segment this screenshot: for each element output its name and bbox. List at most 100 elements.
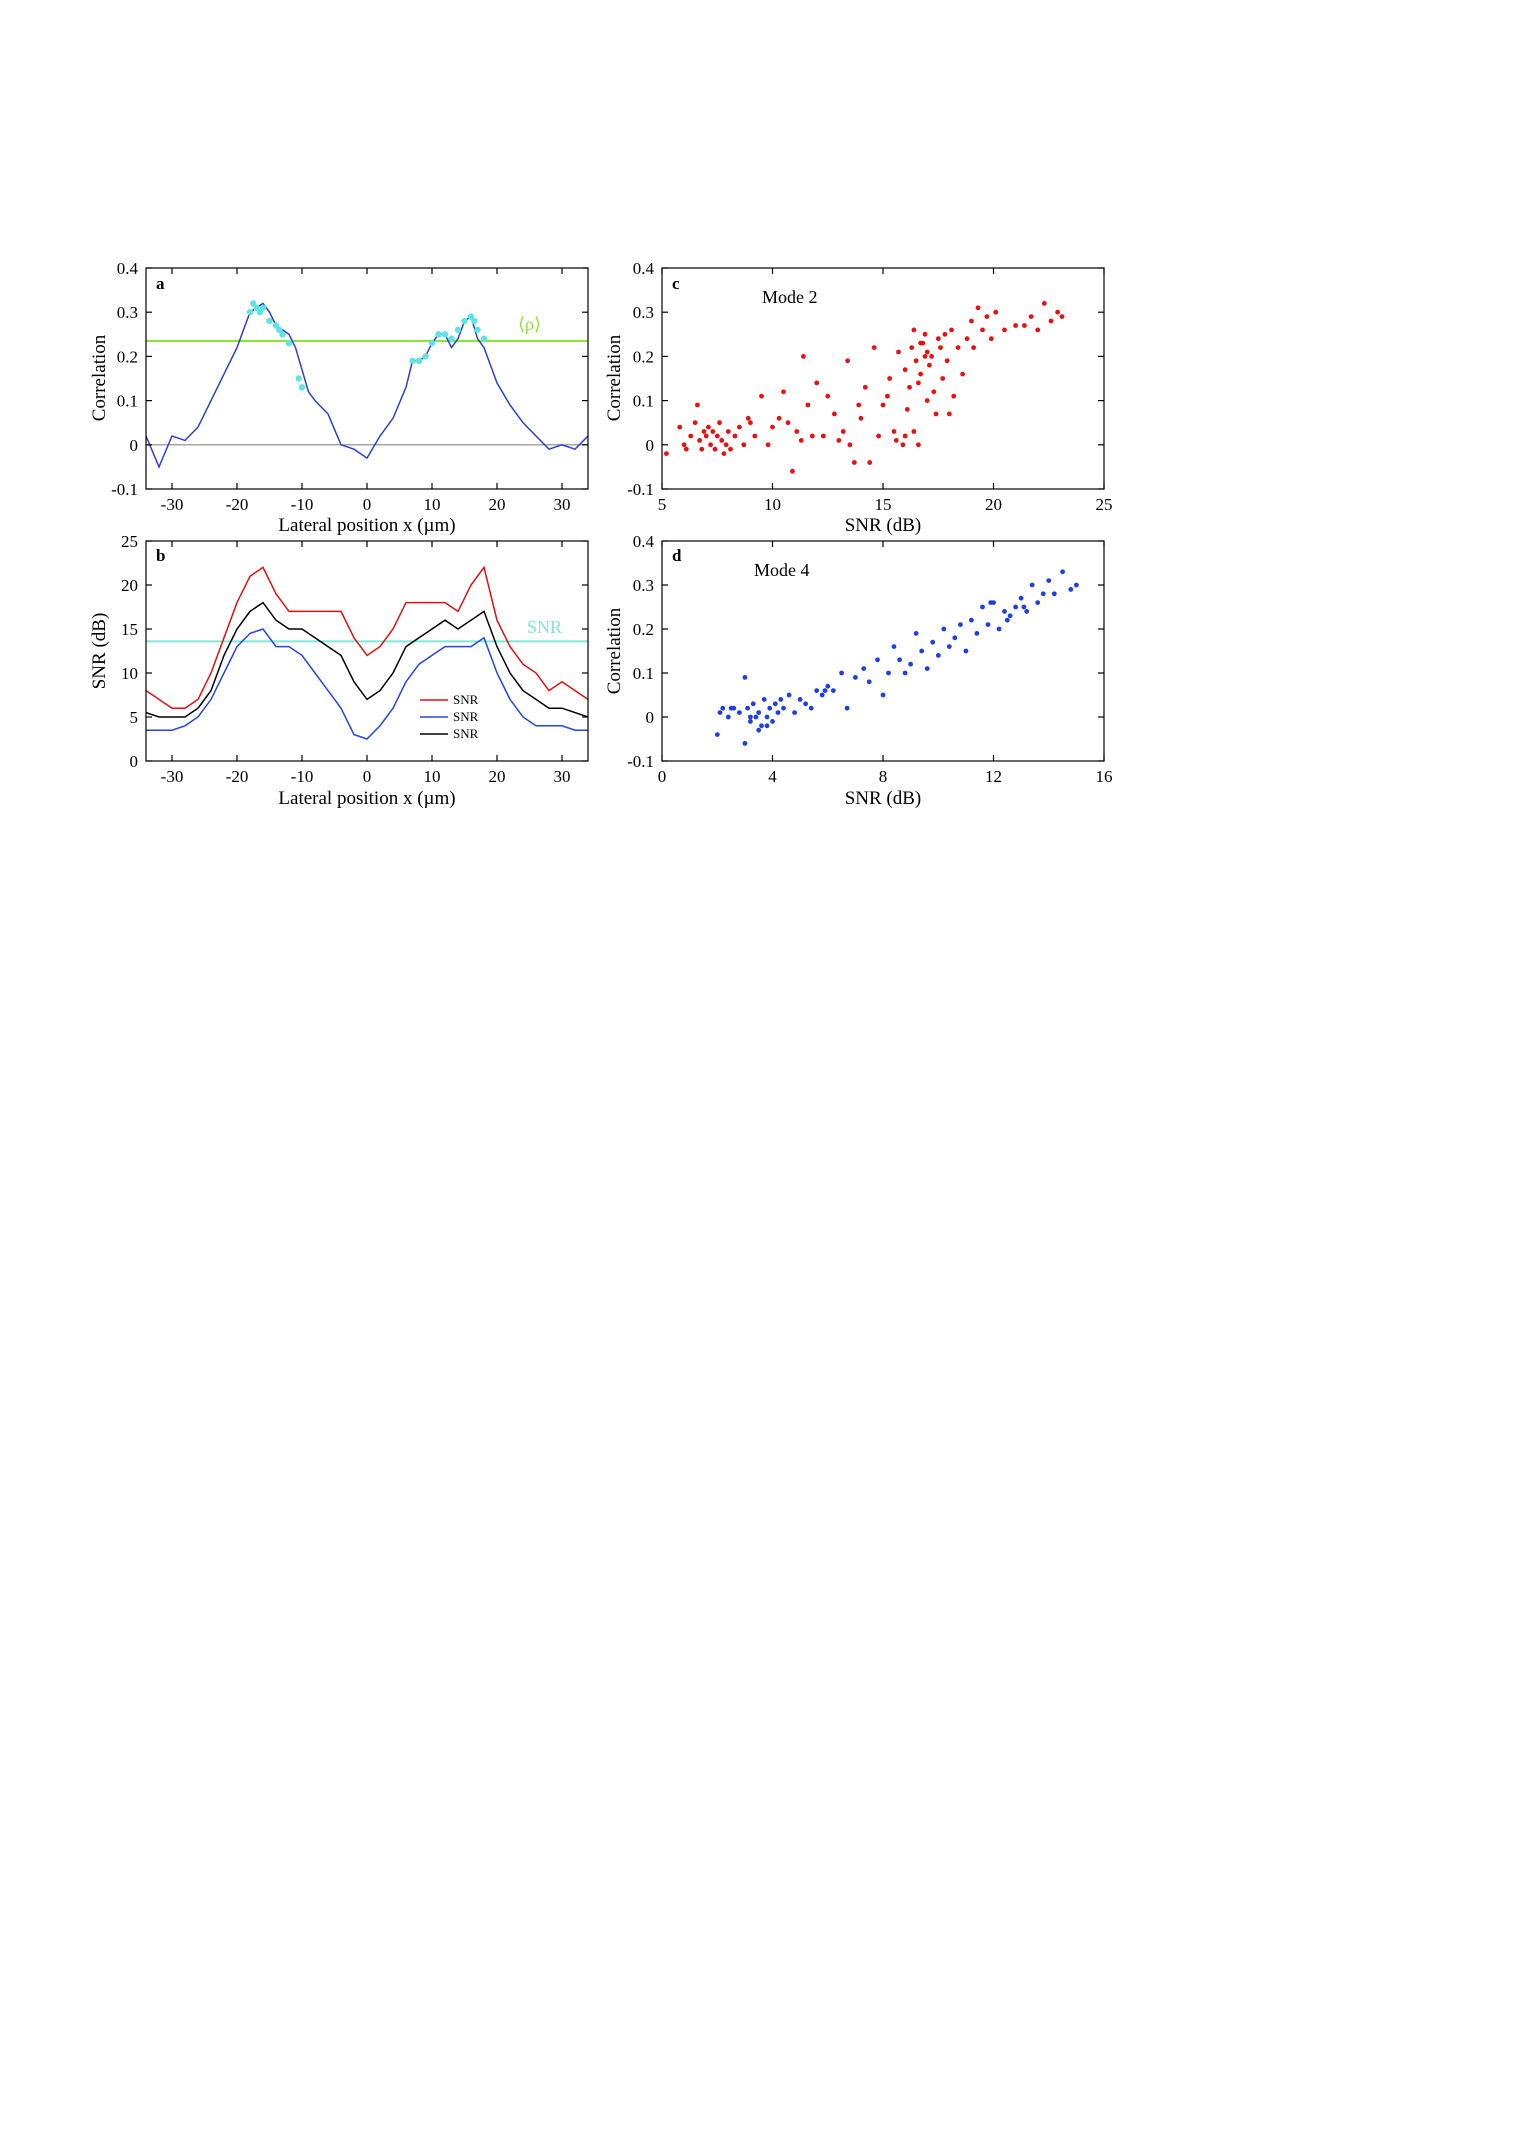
panel-a-ytick-label: -0.1 <box>111 480 138 499</box>
panel-d-xtick-label: 4 <box>768 767 777 786</box>
scatter-point <box>708 442 713 448</box>
panel-b-xlabel: Lateral position x (µm) <box>278 788 455 809</box>
panel-a-ytick-label: 0 <box>130 436 139 455</box>
scatter-point <box>808 705 814 711</box>
correlation-highlight-point <box>422 353 429 360</box>
scatter-point <box>924 349 930 355</box>
snr24-series-line <box>146 601 588 718</box>
scatter-point <box>798 438 804 443</box>
correlation-highlight-point <box>279 331 286 338</box>
panel-b-legend: SNR SNR SNR <box>420 692 479 741</box>
scatter-point <box>935 653 941 658</box>
scatter-point <box>929 354 934 359</box>
scatter-point <box>825 683 831 689</box>
scatter-point <box>761 697 767 702</box>
panel-d: 0 4 8 12 16-0.100.10.20.30.4 d Mode 4 SNR (d… <box>604 532 1113 809</box>
panel-a-ytick-label: 0.3 <box>117 303 138 322</box>
panel-c-ytick-label: 0 <box>646 436 655 455</box>
scatter-point <box>904 407 910 412</box>
scatter-point <box>951 393 957 399</box>
scatter-point <box>1068 587 1074 592</box>
scatter-point <box>703 433 709 439</box>
scatter-point <box>847 442 853 448</box>
scatter-point <box>931 389 937 395</box>
scatter-point <box>924 666 930 671</box>
scatter-point <box>809 433 815 439</box>
correlation-highlight-point <box>285 339 293 347</box>
correlation-highlight-point <box>448 335 455 342</box>
scatter-point <box>902 367 908 373</box>
scatter-point <box>748 420 753 426</box>
scatter-point <box>717 710 723 715</box>
scatter-point <box>785 420 791 426</box>
correlation-highlight-point <box>467 313 475 320</box>
panel-b-ytick-label: 20 <box>121 576 138 595</box>
correlation-highlight-point <box>276 326 283 334</box>
scatter-point <box>996 626 1002 632</box>
panel-d-xtick-label: 16 <box>1096 767 1113 786</box>
scatter-point <box>756 710 762 715</box>
panel-c-ytick-label: -0.1 <box>627 480 654 499</box>
scatter-point <box>717 420 722 426</box>
scatter-point <box>1022 323 1027 328</box>
scatter-point <box>819 692 825 698</box>
scatter-point <box>712 446 718 452</box>
scatter-point <box>845 358 850 364</box>
correlation-highlight-point <box>250 300 257 307</box>
panel-c-ytick-label: 0.4 <box>633 259 655 278</box>
scatter-point <box>695 402 700 408</box>
scatter-point <box>952 635 958 641</box>
scatter-point <box>907 384 912 390</box>
scatter-point <box>1013 323 1018 328</box>
scatter-point <box>781 389 786 395</box>
correlation-series-line <box>146 302 588 469</box>
scatter-point <box>1046 578 1052 583</box>
correlation-highlight-point <box>246 309 254 316</box>
scatter-point <box>980 604 985 610</box>
correlation-highlight-point <box>256 309 263 316</box>
scatter-point <box>765 442 771 448</box>
scatter-point <box>839 670 844 676</box>
scatter-point <box>911 429 917 434</box>
scatter-point <box>930 639 936 645</box>
panel-a-xtick-label: 10 <box>424 495 441 514</box>
scatter-point <box>748 714 753 720</box>
panel-d-ylabel: Correlation <box>604 607 625 694</box>
scatter-point <box>974 631 980 636</box>
panel-b-frame <box>145 540 589 762</box>
scatter-point <box>753 714 759 720</box>
scatter-point <box>942 331 948 337</box>
scatter-point <box>964 336 970 342</box>
legend-entry: SNR <box>453 709 479 724</box>
scatter-point <box>960 371 965 377</box>
panel-a-xtick-label: -30 <box>161 495 184 514</box>
scatter-point <box>911 327 917 333</box>
panel-c-xlabel: SNR (dB) <box>845 515 922 536</box>
scatter-point <box>741 442 747 448</box>
panel-c-ytick-label: 0.1 <box>633 392 654 411</box>
scatter-point <box>681 442 687 448</box>
panel-b-xtick-label: -30 <box>161 767 184 786</box>
scatter-point <box>913 631 919 636</box>
scatter-point <box>1040 591 1046 597</box>
panel-c-xtick-label: 25 <box>1096 495 1113 514</box>
scatter-point <box>721 451 727 456</box>
scatter-point <box>719 438 725 443</box>
scatter-point <box>927 362 932 368</box>
scatter-point <box>900 442 906 448</box>
panel-c-ytick-label: 0.3 <box>633 303 654 322</box>
scatter-point <box>1013 604 1018 610</box>
scatter-point <box>902 670 908 676</box>
scatter-point <box>844 705 850 711</box>
scatter-point <box>1024 609 1030 614</box>
scatter-point <box>1048 318 1054 324</box>
panel-d-ytick-label: 0.3 <box>633 576 654 595</box>
scatter-point <box>750 701 756 707</box>
panel-a-xtick-label: -20 <box>226 495 249 514</box>
panel-b-xtick-label: 30 <box>554 767 571 786</box>
scatter-point <box>880 692 886 698</box>
scatter-point <box>1060 569 1065 575</box>
scatter-point <box>803 701 808 707</box>
scatter-point <box>935 336 941 342</box>
